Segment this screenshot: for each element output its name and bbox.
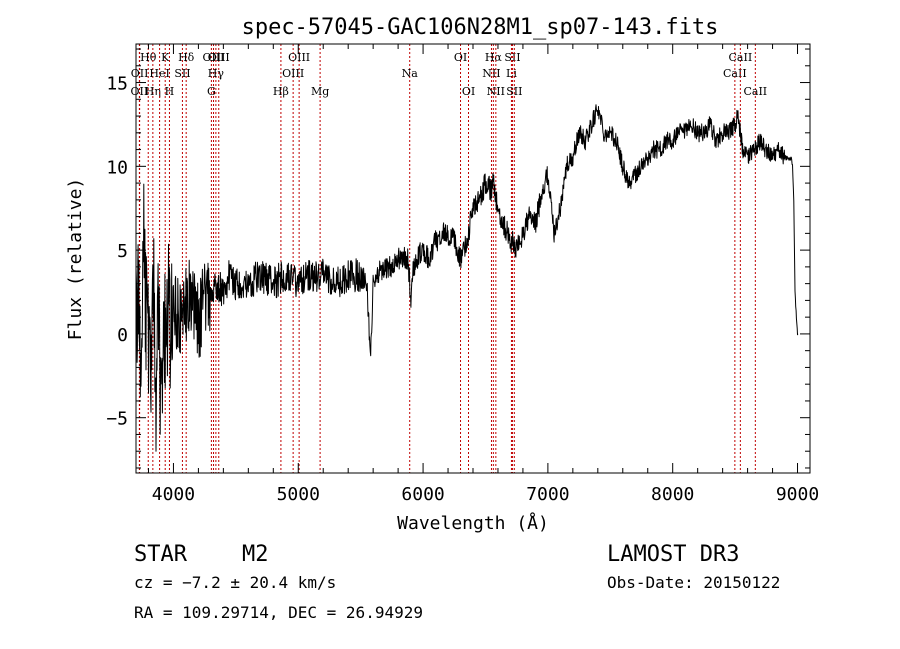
line-marker-label-25: SII [506,85,522,98]
chart-title: spec-57045-GAC106N28M1_sp07-143.fits [242,15,719,40]
coordinates-readout: RA = 109.29714, DEC = 26.94929 [134,603,423,622]
line-marker-label-28: CaII [743,85,767,98]
flux-series [135,104,799,452]
x-tick-label-4000: 4000 [152,484,195,505]
x-tick-label-8000: 8000 [651,484,694,505]
x-tick-label-9000: 9000 [776,484,819,505]
y-axis-label: Flux (relative) [65,178,86,341]
y-tick-label-0: 0 [117,325,128,346]
line-marker-label-24: SII [504,51,520,64]
y-tick-label-15: 15 [106,74,128,95]
line-marker-label-2: Hθ [140,51,157,64]
y-tick-label-5: 5 [117,241,128,262]
line-marker-label-7: SII [174,67,190,80]
line-marker-label-11: Hγ [208,67,225,80]
y-tick-label--5: −5 [106,409,128,430]
object-class: STAR [134,542,188,567]
x-tick-label-5000: 5000 [277,484,320,505]
line-marker-label-17: Na [402,67,419,80]
line-marker-label-20: NII [482,67,500,80]
line-marker-label-22: NII [487,85,505,98]
line-marker-label-4: HeI [149,67,169,80]
redshift-readout: cz = −7.2 ± 20.4 km/s [134,573,336,592]
flux-line [135,104,799,452]
line-marker-label-27: CaII [729,51,753,64]
line-marker-label-12: OIII [208,51,230,64]
line-marker-label-1: OII [131,67,149,80]
x-tick-label-6000: 6000 [401,484,444,505]
line-marker-label-26: CaII [723,67,747,80]
y-tick-label-10: 10 [106,157,128,178]
line-marker-label-13: Hβ [273,85,289,98]
survey-name: LAMOST DR3 [607,542,739,567]
line-marker-label-15: OIII [288,51,310,64]
plot-frame [135,43,811,474]
observation-date: Obs-Date: 20150122 [607,573,780,592]
line-marker-label-23: Li [506,67,517,80]
line-marker-label-6: H [165,85,175,98]
object-subclass: M2 [242,542,269,567]
line-marker-label-19: OI [462,85,475,98]
emission-line-markers: OIIOIIHθHηHeIKHSIIHδGOIIIHγOIIIHβOIIIOII… [131,44,767,473]
line-marker-label-21: Hα [485,51,503,64]
line-marker-label-18: OI [454,51,467,64]
line-marker-label-9: G [207,85,216,98]
line-marker-label-16: Mg [311,85,329,98]
x-tick-label-7000: 7000 [526,484,569,505]
line-marker-label-5: K [161,51,170,64]
line-marker-label-14: OIII [282,67,304,80]
x-axis-label: Wavelength (Å) [397,512,549,534]
line-marker-label-0: OII [131,85,149,98]
line-marker-label-3: Hη [145,85,161,98]
axis-ticks: 4000 5000 6000 7000 8000 9000 −5 0 5 10 15 [106,44,819,505]
line-marker-label-8: Hδ [178,51,195,64]
